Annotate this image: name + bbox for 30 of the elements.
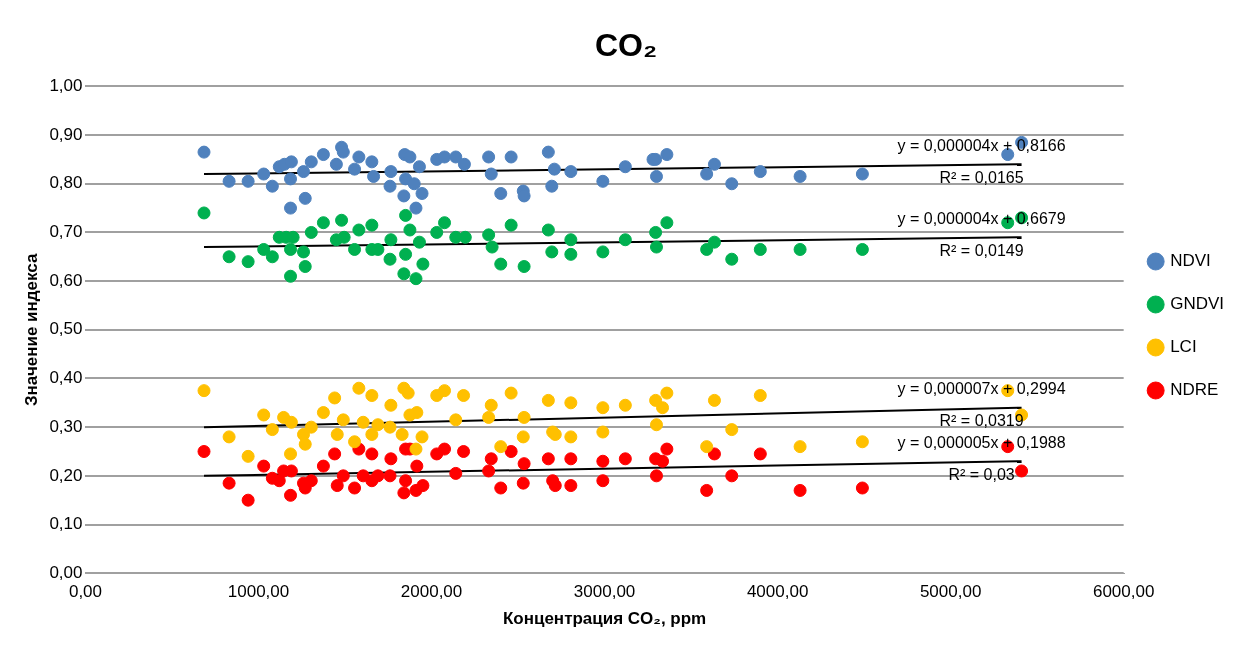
- annotation: R² = 0,0165: [939, 168, 1024, 186]
- y-tick-label: 0,20: [49, 465, 83, 485]
- y-tick-label: 0,70: [49, 222, 83, 242]
- y-tick-label: 0,00: [49, 562, 83, 582]
- legend-label: LCI: [1170, 337, 1197, 357]
- annotation: R² = 0,0319: [939, 412, 1024, 430]
- x-tick-label: 4000,00: [746, 582, 809, 602]
- legend-label: NDVI: [1170, 251, 1211, 271]
- annotation: y = 0,000007x + 0,2994: [897, 380, 1066, 398]
- legend-label: NDRE: [1170, 380, 1219, 400]
- y-tick-label: 0,10: [49, 514, 83, 534]
- y-tick-label: 1,00: [49, 76, 83, 96]
- y-tick-label: 0,30: [49, 416, 83, 436]
- x-tick-label: 5000,00: [919, 582, 982, 602]
- x-tick-label: 1000,00: [227, 582, 290, 602]
- y-tick-label: 0,40: [49, 368, 83, 388]
- x-axis-title: Концентрация CO₂, ppm: [502, 609, 707, 629]
- legend-label: GNDVI: [1170, 294, 1224, 314]
- y-tick-label: 0,50: [49, 319, 83, 339]
- x-tick-label: 0,00: [68, 582, 103, 602]
- x-tick-label: 6000,00: [1092, 582, 1155, 602]
- x-tick-label: 3000,00: [573, 582, 636, 602]
- y-tick-label: 0,60: [49, 270, 83, 290]
- y-axis-title: Значение индекса: [21, 252, 41, 407]
- y-tick-label: 0,80: [49, 173, 83, 193]
- annotation: R² = 0,0149: [939, 241, 1024, 259]
- annotation: R² = 0,03: [948, 465, 1015, 483]
- x-tick-label: 2000,00: [400, 582, 463, 602]
- y-tick-label: 0,90: [49, 124, 83, 144]
- chart-title: CO₂: [594, 27, 658, 64]
